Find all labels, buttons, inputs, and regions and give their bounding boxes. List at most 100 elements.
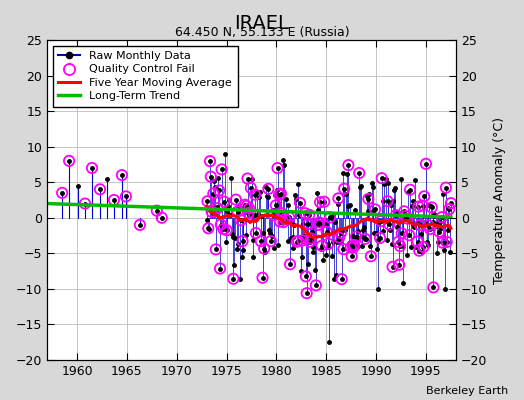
Quality Control Fail: [376, 235, 384, 241]
Raw Monthly Data: [289, 246, 296, 251]
Quality Control Fail: [340, 186, 348, 192]
Quality Control Fail: [377, 175, 386, 181]
Quality Control Fail: [416, 222, 424, 228]
Quality Control Fail: [315, 219, 323, 226]
Quality Control Fail: [269, 212, 278, 218]
Quality Control Fail: [394, 239, 402, 245]
Quality Control Fail: [326, 214, 334, 221]
Quality Control Fail: [65, 158, 73, 164]
Raw Monthly Data: [219, 167, 225, 172]
Quality Control Fail: [276, 218, 284, 225]
Quality Control Fail: [244, 210, 253, 216]
Quality Control Fail: [398, 230, 406, 236]
Quality Control Fail: [217, 166, 226, 172]
Quality Control Fail: [335, 234, 343, 241]
Quality Control Fail: [232, 196, 240, 203]
Quality Control Fail: [350, 242, 358, 248]
Quality Control Fail: [243, 203, 251, 209]
Quality Control Fail: [355, 170, 364, 176]
Quality Control Fail: [320, 198, 329, 205]
Raw Monthly Data: [391, 188, 397, 192]
Quality Control Fail: [213, 205, 222, 212]
Quality Control Fail: [414, 204, 422, 210]
Quality Control Fail: [241, 202, 249, 208]
Five Year Moving Average: [447, 226, 454, 231]
Quality Control Fail: [424, 222, 433, 228]
Quality Control Fail: [274, 165, 282, 171]
Quality Control Fail: [279, 219, 288, 225]
Quality Control Fail: [438, 214, 446, 220]
Quality Control Fail: [301, 210, 309, 216]
Quality Control Fail: [442, 184, 450, 191]
Quality Control Fail: [405, 232, 413, 238]
Quality Control Fail: [206, 174, 215, 180]
Quality Control Fail: [377, 218, 385, 224]
Quality Control Fail: [258, 274, 267, 281]
Raw Monthly Data: [244, 204, 250, 208]
Quality Control Fail: [296, 200, 304, 206]
Quality Control Fail: [209, 190, 217, 197]
Quality Control Fail: [110, 197, 118, 203]
Quality Control Fail: [220, 198, 228, 205]
Quality Control Fail: [260, 245, 268, 252]
Five Year Moving Average: [219, 215, 225, 220]
Quality Control Fail: [216, 221, 225, 228]
Quality Control Fail: [88, 165, 96, 171]
Quality Control Fail: [250, 211, 258, 218]
Quality Control Fail: [271, 202, 280, 208]
Quality Control Fail: [292, 238, 301, 245]
Quality Control Fail: [96, 186, 104, 192]
Quality Control Fail: [403, 216, 412, 222]
Quality Control Fail: [158, 214, 166, 221]
Quality Control Fail: [118, 172, 126, 178]
Raw Monthly Data: [222, 151, 228, 156]
Quality Control Fail: [337, 230, 345, 236]
Quality Control Fail: [152, 208, 161, 214]
Quality Control Fail: [364, 196, 373, 202]
Quality Control Fail: [58, 190, 67, 196]
Quality Control Fail: [215, 187, 223, 194]
Quality Control Fail: [400, 208, 408, 214]
Quality Control Fail: [223, 227, 231, 233]
Quality Control Fail: [306, 238, 314, 245]
Y-axis label: Temperature Anomaly (°C): Temperature Anomaly (°C): [493, 116, 506, 284]
Quality Control Fail: [361, 236, 369, 242]
Quality Control Fail: [406, 186, 414, 193]
Quality Control Fail: [312, 282, 320, 288]
Quality Control Fail: [212, 246, 220, 253]
Quality Control Fail: [302, 290, 311, 296]
Quality Control Fail: [316, 199, 324, 206]
Quality Control Fail: [136, 222, 144, 228]
Quality Control Fail: [219, 226, 227, 232]
Quality Control Fail: [304, 220, 312, 227]
Quality Control Fail: [281, 216, 289, 222]
Quality Control Fail: [429, 284, 438, 290]
Quality Control Fail: [294, 238, 302, 244]
Quality Control Fail: [204, 225, 213, 232]
Quality Control Fail: [216, 265, 224, 272]
Quality Control Fail: [298, 237, 307, 244]
Quality Control Fail: [229, 276, 237, 282]
Quality Control Fail: [344, 162, 353, 168]
Quality Control Fail: [243, 175, 252, 182]
Quality Control Fail: [324, 240, 333, 247]
Quality Control Fail: [339, 246, 347, 252]
Quality Control Fail: [396, 243, 404, 249]
Quality Control Fail: [371, 206, 379, 213]
Quality Control Fail: [233, 208, 242, 215]
Quality Control Fail: [322, 229, 331, 235]
Quality Control Fail: [307, 235, 315, 242]
Quality Control Fail: [391, 212, 400, 218]
Quality Control Fail: [252, 230, 260, 236]
Quality Control Fail: [445, 206, 453, 212]
Quality Control Fail: [286, 261, 294, 268]
Raw Monthly Data: [326, 340, 332, 345]
Text: Berkeley Earth: Berkeley Earth: [426, 386, 508, 396]
Quality Control Fail: [257, 238, 265, 244]
Quality Control Fail: [443, 239, 451, 245]
Quality Control Fail: [203, 198, 212, 204]
Quality Control Fail: [385, 221, 394, 228]
Quality Control Fail: [395, 262, 403, 268]
Five Year Moving Average: [289, 223, 295, 228]
Quality Control Fail: [446, 200, 455, 206]
